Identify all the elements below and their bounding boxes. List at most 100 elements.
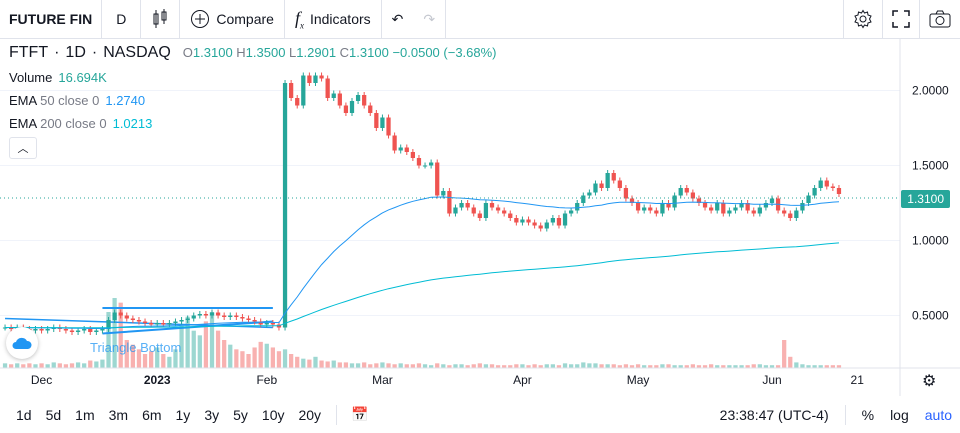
volume-bar [209,312,215,368]
candle-body [39,329,44,331]
volume-bar [39,363,44,368]
timeframe-1m[interactable]: 1m [75,406,95,423]
candle-body [331,93,336,98]
volume-bar [368,364,373,368]
volume-bar [709,364,714,368]
redo-button[interactable]: ↷ [413,0,447,38]
volume-bar [252,347,257,368]
candle-body [502,210,507,214]
settings-button[interactable] [843,0,882,38]
volume-bar [2,363,8,368]
volume-bar [678,365,683,368]
volume-bar [727,365,732,368]
volume-bar [544,364,549,368]
collapse-legend-button[interactable]: ︿ [9,137,37,159]
volume-bar [9,364,14,368]
volume-bar [550,364,555,368]
legend-ohlc: O1.3100 H1.3500 L1.2901 C1.3100 −0.0500 … [182,45,497,60]
volume-bar [69,363,75,368]
candle-body [264,323,269,325]
volume-bar [569,364,574,368]
candle-body [118,312,123,316]
candle-body [435,162,440,196]
log-toggle[interactable]: log [890,406,909,423]
timeframe-10y[interactable]: 10y [261,406,285,423]
candle-body [824,180,829,187]
volume-bar [788,356,793,368]
snapshot-button[interactable] [919,0,960,38]
gear-icon: ⚙ [922,373,937,390]
axis-settings-button[interactable]: ⚙ [922,371,936,391]
candle-body [447,191,452,214]
volume-bar [264,343,269,368]
indicators-button[interactable]: fx Indicators [285,0,382,38]
volume-bar [100,359,105,368]
volume-bar [441,364,446,368]
timeframe-3y[interactable]: 3y [204,406,220,423]
candle-body [593,183,598,193]
timeframe-1y[interactable]: 1y [175,406,191,423]
candle-body [471,207,476,214]
volume-bar [136,349,142,368]
volume-bar [325,361,330,368]
logo-badge[interactable] [6,327,38,359]
volume-bar [502,365,507,368]
volume-bar [702,365,708,368]
timeframe-3m[interactable]: 3m [108,406,129,423]
interval-button[interactable]: D [102,0,142,38]
fullscreen-button[interactable] [882,0,919,38]
chart-type-button[interactable] [141,0,181,38]
candle-body [605,173,610,188]
volume-bar [495,365,501,368]
candle-body [222,315,227,317]
candle-body [617,180,622,188]
compare-button[interactable]: Compare [180,0,285,38]
candle-body [136,320,142,322]
volume-bar [240,351,245,368]
volume-bar [331,360,336,368]
volume-bar [836,365,842,368]
volume-bar [666,364,671,368]
candle-body [678,188,683,196]
price-chart[interactable]: 2.0000 1.5000 1.0000 0.5000 Dec 2023 Feb Mar Ap… [0,38,960,396]
calendar-icon[interactable]: 📅 [351,406,369,422]
candle-body [751,210,756,214]
y-tick-label: 2.0000 [912,84,949,98]
candle-body [179,320,184,322]
percent-toggle[interactable]: % [861,406,875,423]
candle-body [337,93,342,106]
volume-bar [234,349,239,368]
undo-button[interactable]: ↶ [382,0,414,38]
x-tick-label: 21 [851,373,865,387]
volume-bar [197,335,202,368]
volume-bar [471,364,476,368]
timeframe-5d[interactable]: 5d [45,406,62,423]
indicator-ema200[interactable]: EMA 200 close 0 1.0213 [9,116,153,131]
timeframe-1d[interactable]: 1d [16,406,32,423]
ema200-line [5,242,840,329]
volume-bar [782,340,787,368]
volume-bar [416,363,422,368]
indicators-label: Indicators [309,11,371,27]
timeframe-5y[interactable]: 5y [233,406,248,423]
volume-bar [763,365,769,368]
auto-toggle[interactable]: auto [924,406,952,423]
candle-body [587,192,592,196]
volume-bar [337,362,342,368]
volume-bar [15,363,20,368]
cloud-icon [12,337,32,349]
candle-body [495,207,501,211]
volume-bar [88,360,93,368]
volume-bar [812,365,817,368]
candle-body [465,203,470,208]
timeframe-20y[interactable]: 20y [298,406,322,423]
grid [0,90,900,316]
volume-bar [295,356,300,368]
candle-body [727,210,732,214]
volume-bar [349,363,355,368]
timeframe-6m[interactable]: 6m [142,406,162,423]
candle-body [745,203,750,211]
indicator-ema50[interactable]: EMA 50 close 0 1.2740 [9,93,146,108]
symbol-search[interactable]: FUTURE FIN [0,0,103,38]
indicator-volume[interactable]: Volume 16.694K [9,70,107,85]
